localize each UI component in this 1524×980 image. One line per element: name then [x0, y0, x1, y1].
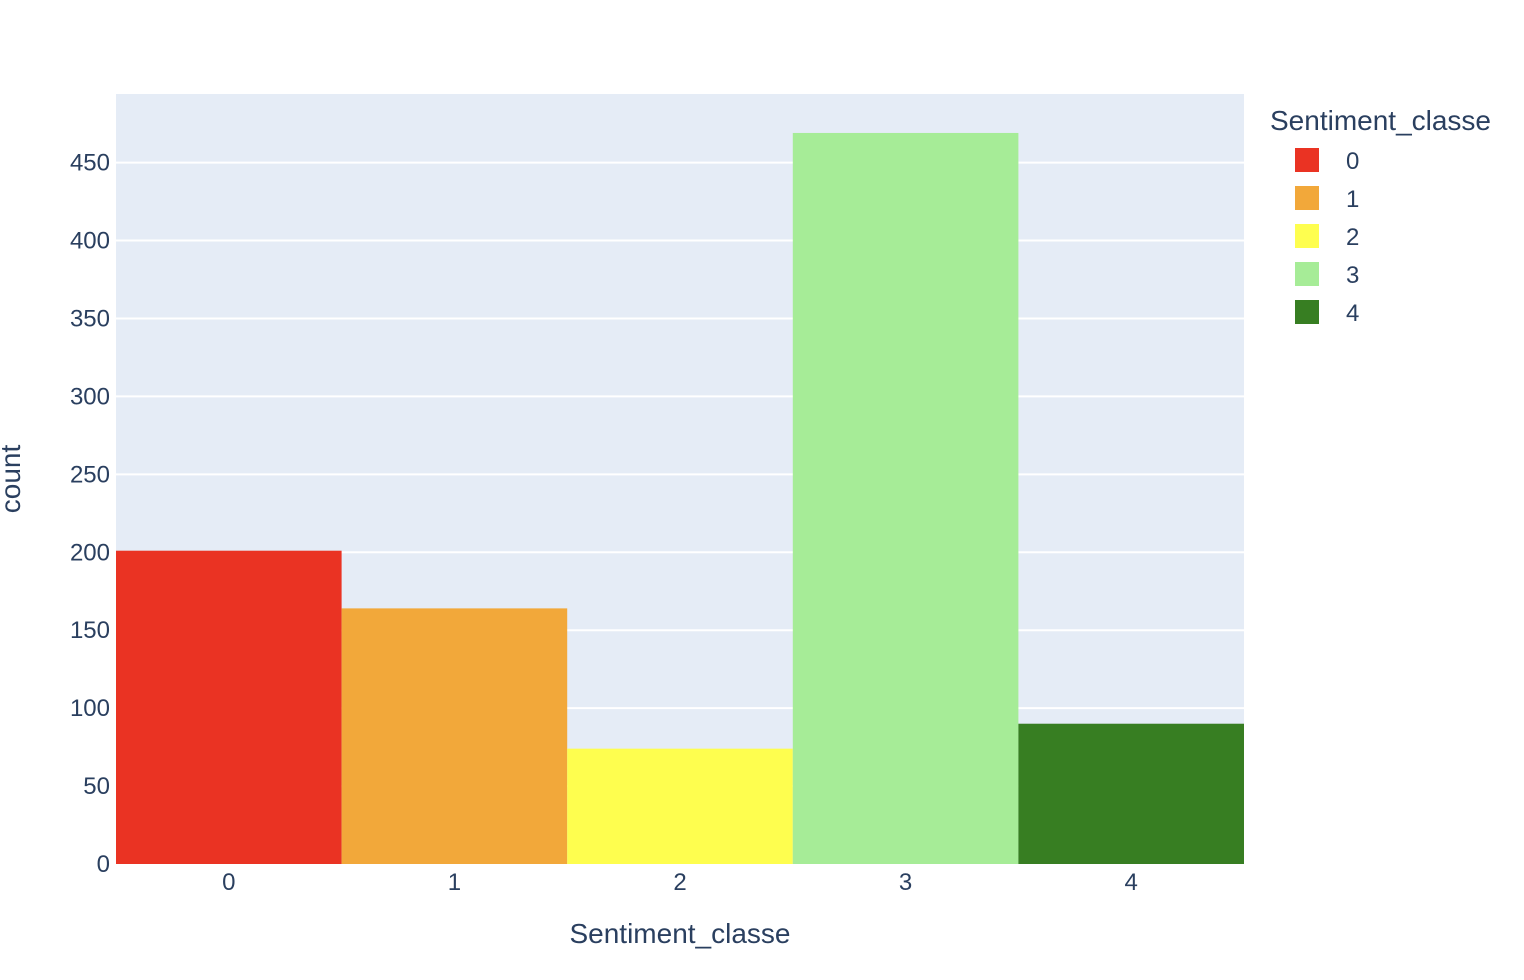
y-tick-label: 300: [70, 383, 110, 410]
y-axis-title: count: [0, 445, 26, 514]
y-tick-label: 200: [70, 539, 110, 566]
y-axis-ticks: 0 50 100 150 200 250 300 350 400 450: [70, 150, 110, 878]
x-axis-title: Sentiment_classe: [569, 918, 790, 949]
y-tick-label: 250: [70, 461, 110, 488]
legend-swatch: [1295, 262, 1319, 286]
y-tick-label: 400: [70, 228, 110, 255]
bar-1: [341, 608, 568, 864]
bar-2: [567, 748, 793, 864]
legend-title: Sentiment_classe: [1270, 105, 1491, 136]
y-tick-label: 50: [83, 773, 110, 800]
x-tick-label: 1: [448, 869, 461, 896]
legend-swatch: [1295, 186, 1319, 210]
legend-label: 3: [1346, 262, 1359, 289]
bar-3: [792, 132, 1019, 865]
y-tick-label: 350: [70, 305, 110, 332]
y-tick-label: 150: [70, 617, 110, 644]
bar-4: [1018, 723, 1244, 864]
legend-entries: 0 1 2 3 4: [1295, 148, 1359, 327]
legend-swatch: [1295, 224, 1319, 248]
x-tick-label: 4: [1125, 869, 1138, 896]
legend-label: 2: [1346, 224, 1359, 251]
y-tick-label: 100: [70, 695, 110, 722]
legend-label: 1: [1346, 186, 1359, 213]
bars: [116, 132, 1244, 865]
legend-swatch: [1295, 148, 1319, 172]
x-tick-label: 2: [673, 869, 686, 896]
x-axis-ticks: 0 1 2 3 4: [222, 869, 1138, 896]
x-tick-label: 3: [899, 869, 912, 896]
legend-swatch: [1295, 300, 1319, 324]
legend: Sentiment_classe 0 1 2 3 4: [1270, 105, 1491, 327]
legend-label: 0: [1346, 148, 1359, 175]
x-tick-label: 0: [222, 869, 235, 896]
y-tick-label: 450: [70, 150, 110, 177]
legend-label: 4: [1346, 300, 1359, 327]
bar-0: [116, 550, 342, 864]
y-tick-label: 0: [97, 851, 110, 878]
